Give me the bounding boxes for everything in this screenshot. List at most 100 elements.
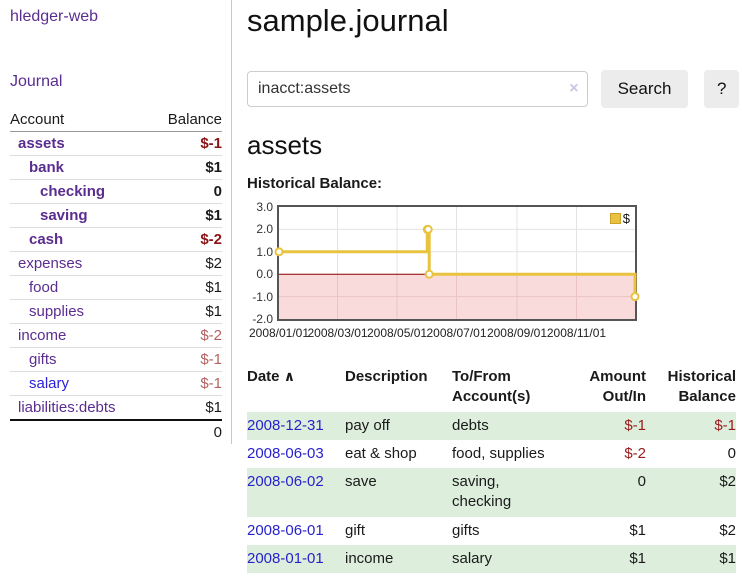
register-header-amount: Amount Out/In: [589, 368, 646, 406]
x-axis-tick-label: 2008/01/01: [248, 326, 310, 340]
account-balance: $1: [150, 395, 222, 421]
transaction-accounts: gifts: [452, 521, 480, 539]
transaction-date-link[interactable]: 2008-01-01: [247, 549, 324, 567]
register-header-accounts: To/From Account(s): [452, 368, 531, 406]
brand-link[interactable]: hledger-web: [10, 8, 99, 25]
account-link[interactable]: expenses: [18, 255, 83, 272]
x-axis-tick-label: 2008/05/01: [366, 326, 428, 340]
y-axis-tick-label: 3.0: [256, 200, 273, 214]
account-row: assets $-1: [10, 131, 222, 156]
transaction-balance: $2: [646, 468, 736, 517]
sidebar-item-journal[interactable]: Journal: [10, 73, 63, 90]
account-link[interactable]: food: [29, 279, 59, 296]
account-balance: $2: [150, 251, 222, 276]
account-row: bank $1: [10, 155, 222, 180]
account-row: checking 0: [10, 179, 222, 204]
account-balance: $-2: [150, 227, 222, 252]
transaction-description: eat & shop: [345, 444, 417, 462]
register-header-date-label: Date: [247, 368, 280, 385]
register-header-date[interactable]: Date ∧: [247, 363, 345, 412]
accounts-total-value: 0: [150, 419, 222, 444]
x-axis-tick-label: 2008/11/01: [546, 326, 607, 340]
clear-search-icon[interactable]: ×: [569, 80, 579, 97]
accounts-header-account: Account: [10, 108, 151, 132]
account-row: salary $-1: [10, 371, 222, 396]
accounts-total-row: 0: [10, 419, 222, 444]
register-header-balance: Historical Balance: [667, 368, 736, 406]
x-axis-tick-label: 2008/09/01: [486, 326, 547, 340]
account-row: saving $1: [10, 203, 222, 228]
chart-plot-area: [274, 205, 640, 321]
account-row: liabilities:debts $1: [10, 395, 222, 421]
accounts-header-balance: Balance: [150, 108, 222, 132]
register-row: 2008-06-02 save saving, checking 0 $2: [247, 468, 736, 517]
page-title: sample.journal: [247, 3, 449, 38]
account-row: food $1: [10, 275, 222, 300]
account-title: assets: [247, 130, 323, 160]
transaction-accounts: saving, checking: [452, 468, 568, 517]
search-input[interactable]: [247, 71, 588, 107]
transaction-description: gift: [345, 521, 366, 539]
transaction-balance: $1: [646, 544, 736, 573]
account-link[interactable]: income: [18, 327, 67, 344]
sort-asc-icon: ∧: [283, 368, 296, 384]
account-link[interactable]: saving: [40, 207, 88, 224]
transaction-balance: $-1: [646, 411, 736, 440]
transaction-amount: $-2: [624, 444, 646, 462]
search-form: × Search ?: [247, 70, 739, 108]
register-row: 2008-06-01 gift gifts $1 $2: [247, 517, 736, 545]
transaction-date-link[interactable]: 2008-06-02: [247, 473, 324, 490]
account-row: expenses $2: [10, 251, 222, 276]
account-link[interactable]: checking: [40, 183, 106, 200]
transaction-balance: $2: [719, 521, 736, 539]
x-axis-tick-label: 2008/03/01: [307, 326, 368, 340]
account-link[interactable]: bank: [29, 159, 65, 176]
account-balance: $1: [150, 275, 222, 300]
chart-title: Historical Balance:: [247, 175, 383, 192]
transaction-amount: $-1: [568, 411, 646, 440]
y-axis-tick-label: 0.0: [256, 267, 273, 282]
account-link[interactable]: liabilities:debts: [18, 399, 116, 416]
transaction-balance: 0: [727, 444, 736, 462]
account-balance: $-1: [150, 347, 222, 372]
account-link[interactable]: supplies: [29, 303, 85, 320]
transaction-accounts: salary: [452, 544, 568, 573]
account-link[interactable]: salary: [29, 375, 70, 392]
accounts-table-header-row: Account Balance: [10, 108, 222, 132]
account-balance: $-1: [150, 371, 222, 396]
register-header-row: Date ∧ Description To/From Account(s) Am…: [247, 363, 736, 412]
search-button[interactable]: Search: [600, 70, 689, 108]
transaction-date-link[interactable]: 2008-06-01: [247, 521, 324, 539]
account-link[interactable]: gifts: [29, 351, 57, 368]
register-row: 2008-06-03 eat & shop food, supplies $-2 0: [247, 440, 736, 468]
transaction-date-link[interactable]: 2008-06-03: [247, 444, 324, 462]
register-row: 2008-12-31 pay off debts $-1 $-1: [247, 411, 736, 440]
balance-chart: $ 3.0 2.0 1.0 0.0 -1.0 -2.0 2008/01/01 2008/03/…: [247, 200, 640, 342]
transaction-description: income: [345, 544, 452, 573]
y-axis-tick-label: 2.0: [256, 222, 273, 237]
help-button[interactable]: ?: [704, 70, 739, 108]
account-row: gifts $-1: [10, 347, 222, 372]
account-row: cash $-2: [10, 227, 222, 252]
account-balance: $1: [150, 299, 222, 324]
account-row: supplies $1: [10, 299, 222, 324]
register-header-description: Description: [345, 368, 428, 385]
transaction-date-link[interactable]: 2008-12-31: [247, 416, 324, 434]
chart-legend: $: [609, 211, 630, 226]
main-panel: sample.journal × Search ? assets Histori…: [247, 0, 739, 573]
account-balance: 0: [150, 179, 222, 204]
account-balance: $1: [150, 203, 222, 228]
register-table: Date ∧ Description To/From Account(s) Am…: [247, 363, 736, 573]
account-link[interactable]: assets: [18, 135, 65, 152]
account-row: income $-2: [10, 323, 222, 348]
search-box: ×: [247, 71, 588, 107]
y-axis-tick-label: -2.0: [252, 312, 273, 326]
register-row: 2008-01-01 income salary $1 $1: [247, 544, 736, 573]
sidebar: hledger-web Journal Account Balance asse…: [0, 0, 232, 444]
account-balance: $-1: [150, 131, 222, 156]
account-balance: $1: [150, 155, 222, 180]
account-link[interactable]: cash: [29, 231, 64, 248]
legend-swatch-icon: [609, 213, 621, 224]
transaction-amount: 0: [568, 468, 646, 517]
